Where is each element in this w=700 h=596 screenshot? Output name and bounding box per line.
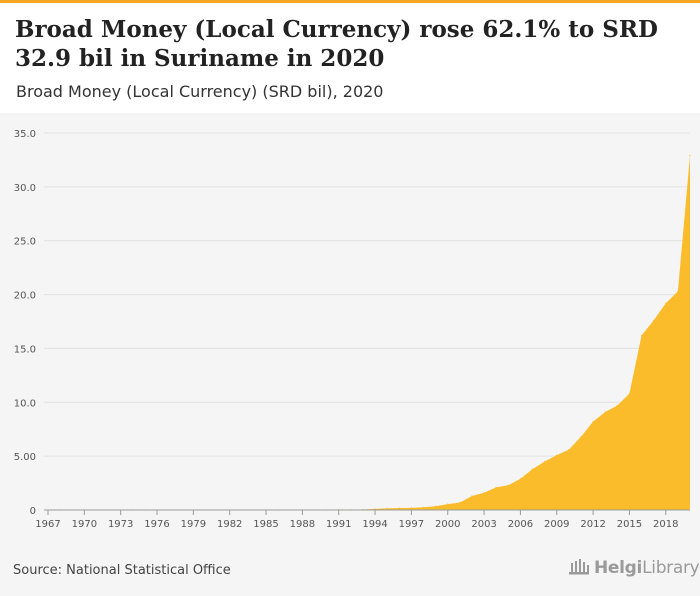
logo-text: HelgiLibrary [594,558,700,578]
data-point [374,508,376,510]
x-tick-label: 1970 [72,519,97,530]
x-tick-label: 1982 [217,519,242,530]
data-point [386,507,388,509]
data-point [556,454,558,456]
y-tick-label: 10.0 [14,398,36,409]
data-point [483,492,485,494]
x-tick-label: 2009 [544,519,569,530]
data-point [422,506,425,508]
chart-title: Broad Money (Local Currency) rose 62.1% … [15,16,658,72]
data-point [507,484,509,486]
x-tick-label: 1994 [362,519,387,530]
x-tick-label: 1967 [35,519,60,530]
x-tick-label: 1991 [326,519,351,530]
y-tick-label: 15.0 [14,344,36,355]
chart-panel: 0 5.00 10.0 15.0 20.0 25.0 30.0 35.0 1967 1970 197… [0,113,700,596]
logo-brand: Helgi [594,558,643,578]
x-tick-label: 2003 [471,519,496,530]
data-point [653,319,655,322]
x-tick-label: 1997 [399,519,424,530]
y-tick-label: 5.00 [14,452,36,463]
x-tick-label: 2018 [653,519,678,530]
area-chart: 0 5.00 10.0 15.0 20.0 25.0 30.0 35.0 1967 1970 197… [14,129,691,530]
y-tick-label: 20.0 [14,291,36,302]
data-point [604,411,606,413]
accent-bar [0,0,700,3]
source-note: Source: National Statistical Office [13,563,231,578]
x-tick-label: 2000 [435,519,460,530]
data-point [628,393,631,395]
data-point [592,421,594,423]
data-point [568,449,570,451]
x-tick-label: 2012 [580,519,605,530]
logo-suffix: Library [642,558,700,578]
data-point [471,495,473,497]
data-point [435,505,437,507]
chart-header: Broad Money (Local Currency) rose 62.1% … [0,3,700,113]
series-area [48,155,690,510]
data-point [689,155,691,157]
x-tick-label: 2015 [617,519,642,530]
x-tick-label: 1973 [108,519,133,530]
helgilibrary-logo[interactable]: HelgiLibrary [568,556,700,580]
x-tick-label: 1979 [181,519,206,530]
data-point [665,302,667,304]
y-tick-label: 30.0 [14,183,36,194]
data-point [531,468,534,470]
building-columns-icon [568,556,590,580]
data-point [398,507,400,509]
data-point [640,334,643,337]
x-tick-label: 1976 [144,519,169,530]
data-point [544,460,546,463]
data-point [447,503,449,505]
data-point [459,501,461,504]
data-point [495,486,497,488]
data-point [677,290,679,292]
y-tick-label: 35.0 [14,129,36,140]
y-tick-label: 0 [30,506,36,517]
x-tick-label: 1985 [253,519,278,530]
data-point [616,404,618,407]
data-point [519,478,522,480]
chart-subtitle: Broad Money (Local Currency) (SRD bil), … [16,82,384,101]
data-point [410,507,412,509]
data-point [580,436,582,438]
y-tick-label: 25.0 [14,237,36,248]
x-tick-label: 1988 [290,519,315,530]
x-tick-label: 2006 [508,519,533,530]
